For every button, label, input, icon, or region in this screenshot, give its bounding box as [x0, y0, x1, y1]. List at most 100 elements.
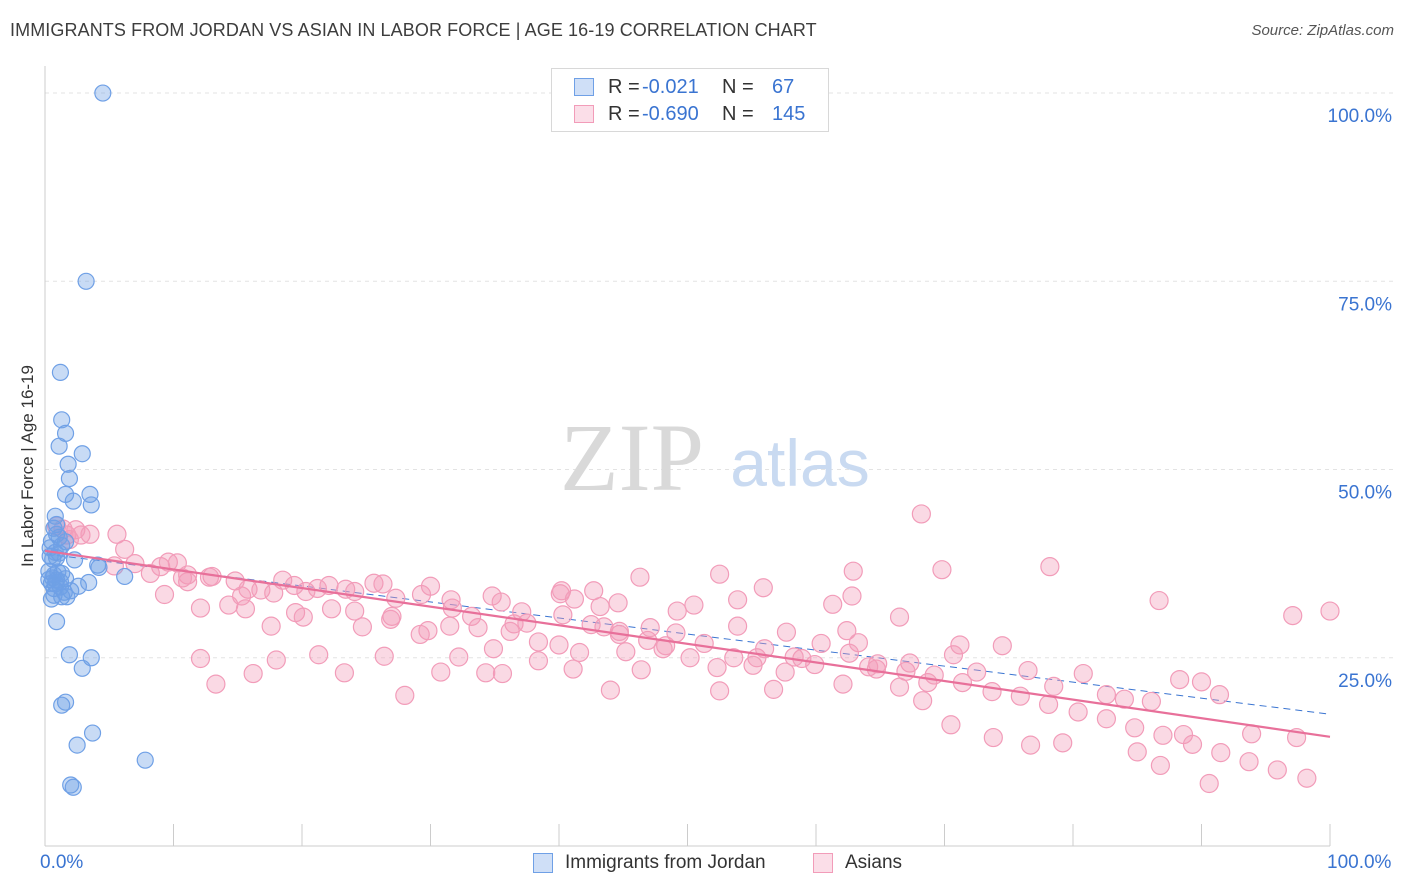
asians-point — [1211, 743, 1231, 763]
y-tick-label: 50.0% — [1338, 483, 1392, 504]
jordan-point — [42, 532, 61, 550]
series-asians — [46, 504, 1340, 794]
asians-point — [823, 594, 843, 614]
asians-point — [913, 691, 933, 711]
legend-label-jordan: Immigrants from Jordan — [565, 852, 766, 873]
legend-item-asians[interactable]: Asians — [813, 852, 902, 874]
jordan-point — [80, 573, 98, 592]
asians-point — [352, 617, 372, 637]
asians-point — [728, 616, 748, 636]
asians-point — [492, 663, 513, 684]
n-value: 145 — [772, 102, 806, 125]
asians-point — [616, 642, 636, 662]
jordan-point — [68, 736, 86, 754]
asians-point — [775, 662, 795, 682]
watermark-zip: ZIP — [560, 404, 704, 511]
asians-point — [395, 685, 415, 706]
x-tick-label-min: 0.0% — [40, 852, 84, 873]
asians-trend — [44, 549, 1331, 738]
asians-point — [1153, 725, 1173, 745]
y-tick-labels: 25.0% 50.0% 75.0% 100.0% — [1328, 106, 1393, 692]
jordan-point — [73, 659, 91, 677]
jordan-swatch — [574, 78, 594, 96]
asians-point — [553, 605, 573, 625]
asians-point — [710, 564, 730, 584]
asians-point — [491, 592, 511, 612]
asians-point — [896, 661, 916, 681]
asians-point — [564, 589, 585, 609]
asians-point — [724, 648, 744, 668]
asians-point — [1044, 676, 1064, 696]
asians-point — [982, 682, 1002, 702]
jordan-point — [90, 558, 108, 577]
asians-point — [631, 660, 651, 680]
jordan-point — [94, 84, 112, 102]
asians-point — [667, 601, 687, 621]
jordan-point — [53, 588, 71, 606]
jordan-point — [83, 724, 102, 742]
asians-point — [528, 632, 549, 652]
asians-point — [1040, 557, 1060, 577]
asians-point — [374, 646, 394, 666]
asians-point — [1038, 694, 1059, 715]
asians-point — [967, 662, 987, 682]
asians-point — [178, 572, 198, 592]
asians-point — [1320, 601, 1340, 621]
asians-point — [1170, 669, 1190, 690]
jordan-point — [136, 751, 154, 769]
asians-point — [206, 674, 226, 694]
asians-point — [243, 663, 263, 684]
asians-point — [66, 520, 86, 540]
asians-point — [983, 727, 1003, 748]
asians-point — [1073, 663, 1093, 684]
asians-point — [440, 616, 460, 636]
n-value: 67 — [772, 75, 795, 98]
asians-point — [172, 568, 193, 588]
asians-point — [154, 584, 175, 605]
asians-point — [680, 648, 700, 668]
asians-point — [71, 525, 91, 545]
legend-label-asians: Asians — [845, 852, 903, 873]
y-tick-label: 75.0% — [1338, 294, 1392, 315]
asians-point — [763, 679, 784, 699]
asians-point — [1125, 718, 1145, 738]
asians-point — [264, 583, 284, 603]
jordan-point — [73, 445, 91, 463]
asians-point — [115, 539, 135, 559]
asians-point — [608, 593, 628, 613]
asians-point — [707, 657, 727, 678]
jordan-point — [58, 588, 76, 606]
source-label: Source: ZipAtlas.com — [1251, 22, 1394, 39]
asians-point — [1209, 685, 1230, 705]
jordan-point — [53, 411, 71, 429]
jordan-point — [60, 469, 79, 488]
asians-point — [889, 607, 910, 627]
asians-point — [842, 586, 862, 606]
asians-point — [1096, 685, 1117, 705]
jordan-point — [116, 567, 134, 586]
asians-point — [833, 674, 853, 694]
chart-title: IMMIGRANTS FROM JORDAN VS ASIAN IN LABOR… — [10, 20, 817, 40]
asians-legend-swatch — [813, 853, 833, 873]
asians-point — [199, 567, 220, 587]
asians-point — [1150, 755, 1170, 776]
asians-point — [666, 623, 686, 643]
asians-point — [293, 607, 313, 627]
asians-point — [483, 639, 504, 659]
legend-item-jordan[interactable]: Immigrants from Jordan — [533, 852, 766, 874]
asians-point — [1242, 724, 1262, 744]
asians-point — [754, 639, 775, 659]
asians-point — [638, 630, 658, 651]
asians-point — [235, 599, 256, 619]
asians-point — [1127, 742, 1147, 762]
asians-point — [232, 586, 252, 606]
asians-point — [386, 588, 406, 608]
asians-point — [107, 524, 127, 544]
asians-point — [839, 643, 860, 663]
asians-point — [449, 647, 469, 667]
asians-point — [776, 622, 797, 642]
r-value: -0.021 — [642, 75, 699, 98]
jordan-point — [82, 496, 100, 514]
asians-point — [694, 633, 714, 654]
asians-point — [1096, 709, 1117, 729]
